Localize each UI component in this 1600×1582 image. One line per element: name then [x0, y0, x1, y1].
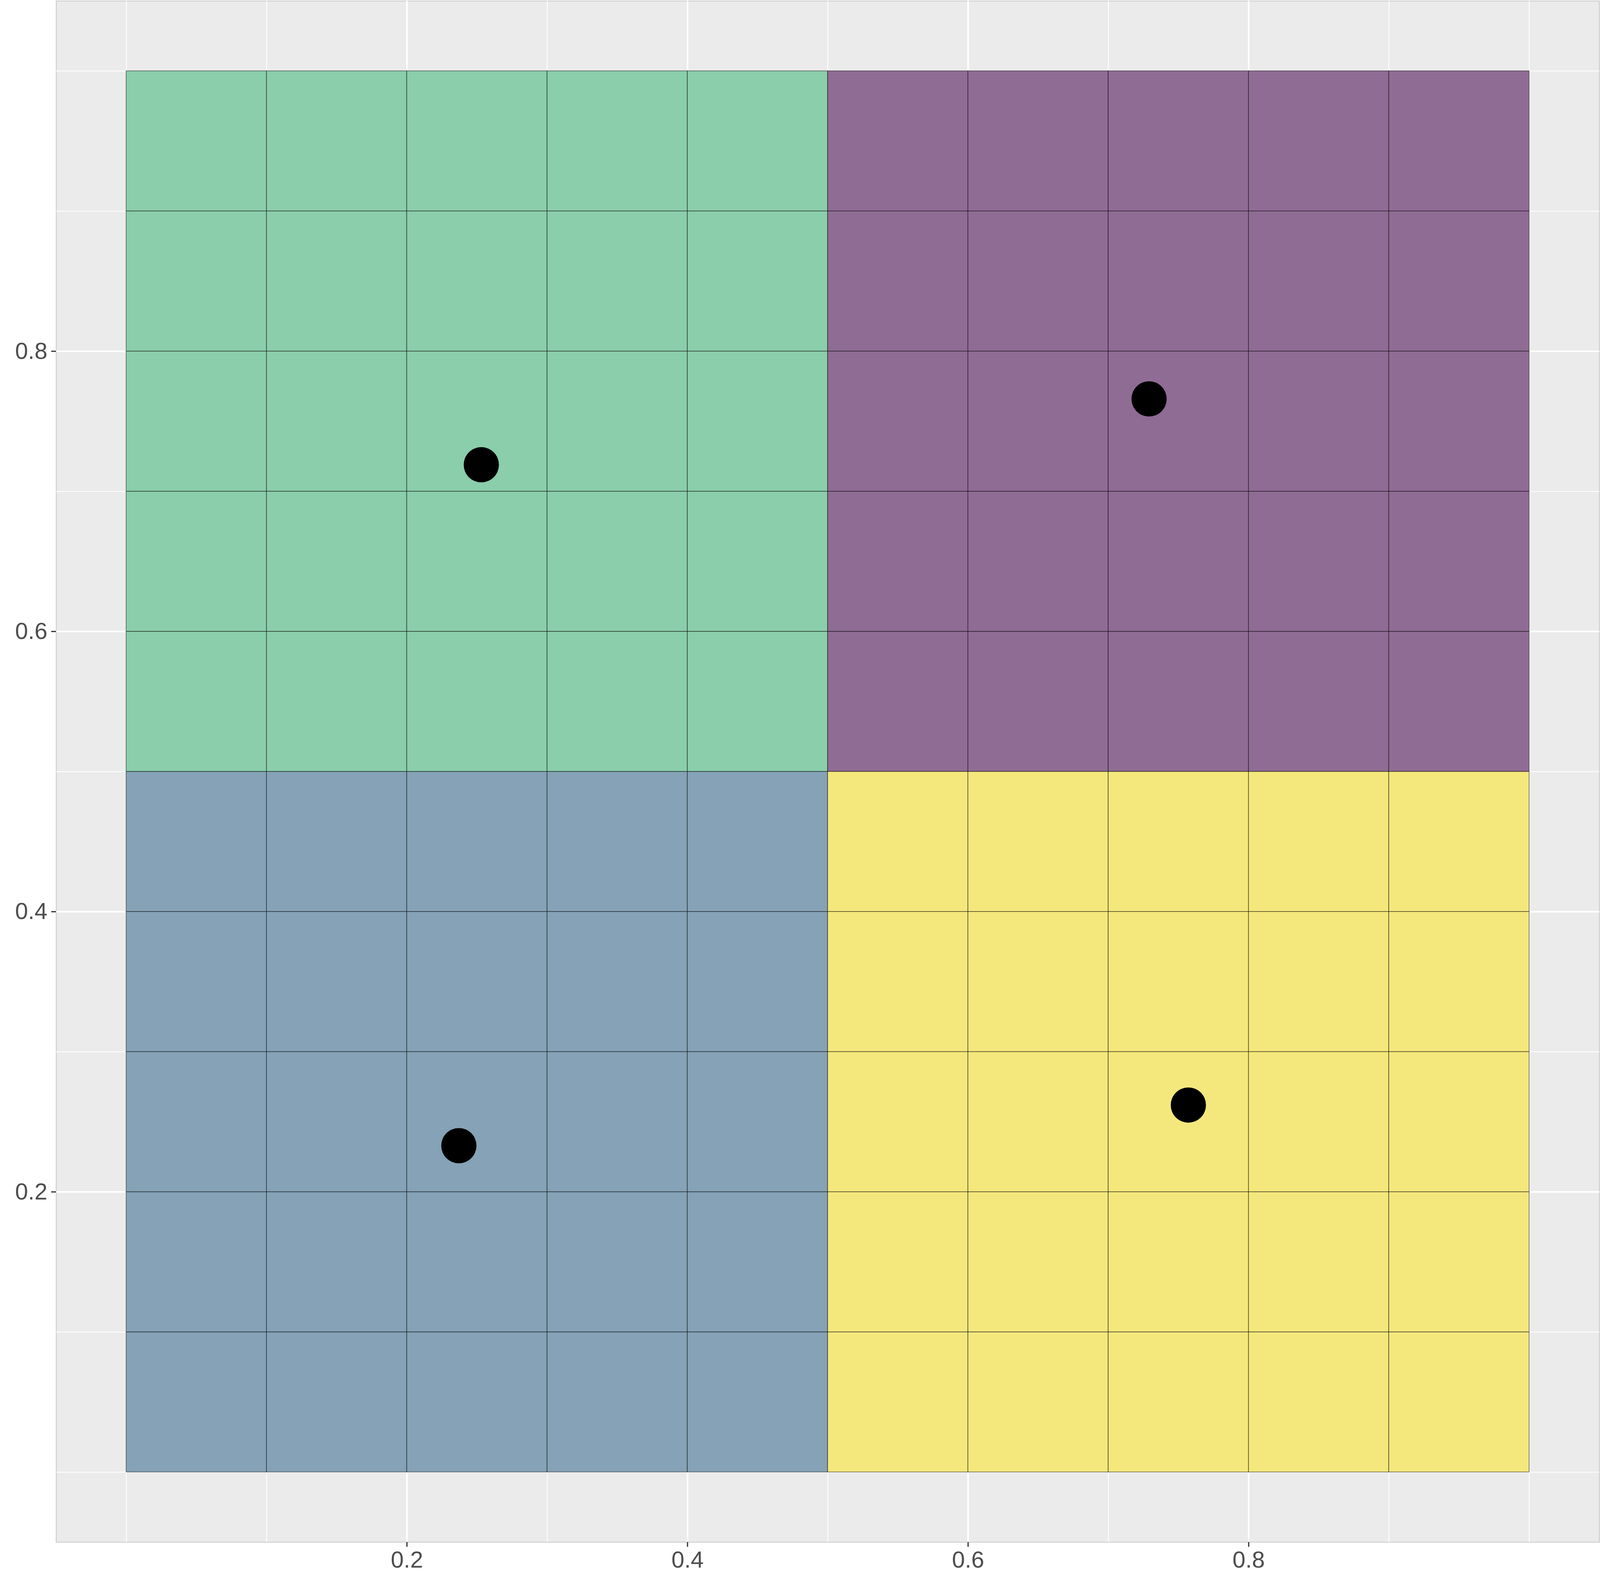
- svg-text:0.2: 0.2: [15, 1178, 48, 1205]
- svg-text:0.6: 0.6: [952, 1546, 985, 1573]
- svg-text:0.8: 0.8: [1232, 1546, 1266, 1573]
- svg-text:0.4: 0.4: [671, 1546, 704, 1573]
- svg-text:0.4: 0.4: [15, 898, 48, 925]
- svg-text:0.6: 0.6: [15, 617, 48, 644]
- svg-text:0.8: 0.8: [15, 337, 48, 364]
- svg-text:0.2: 0.2: [390, 1546, 424, 1573]
